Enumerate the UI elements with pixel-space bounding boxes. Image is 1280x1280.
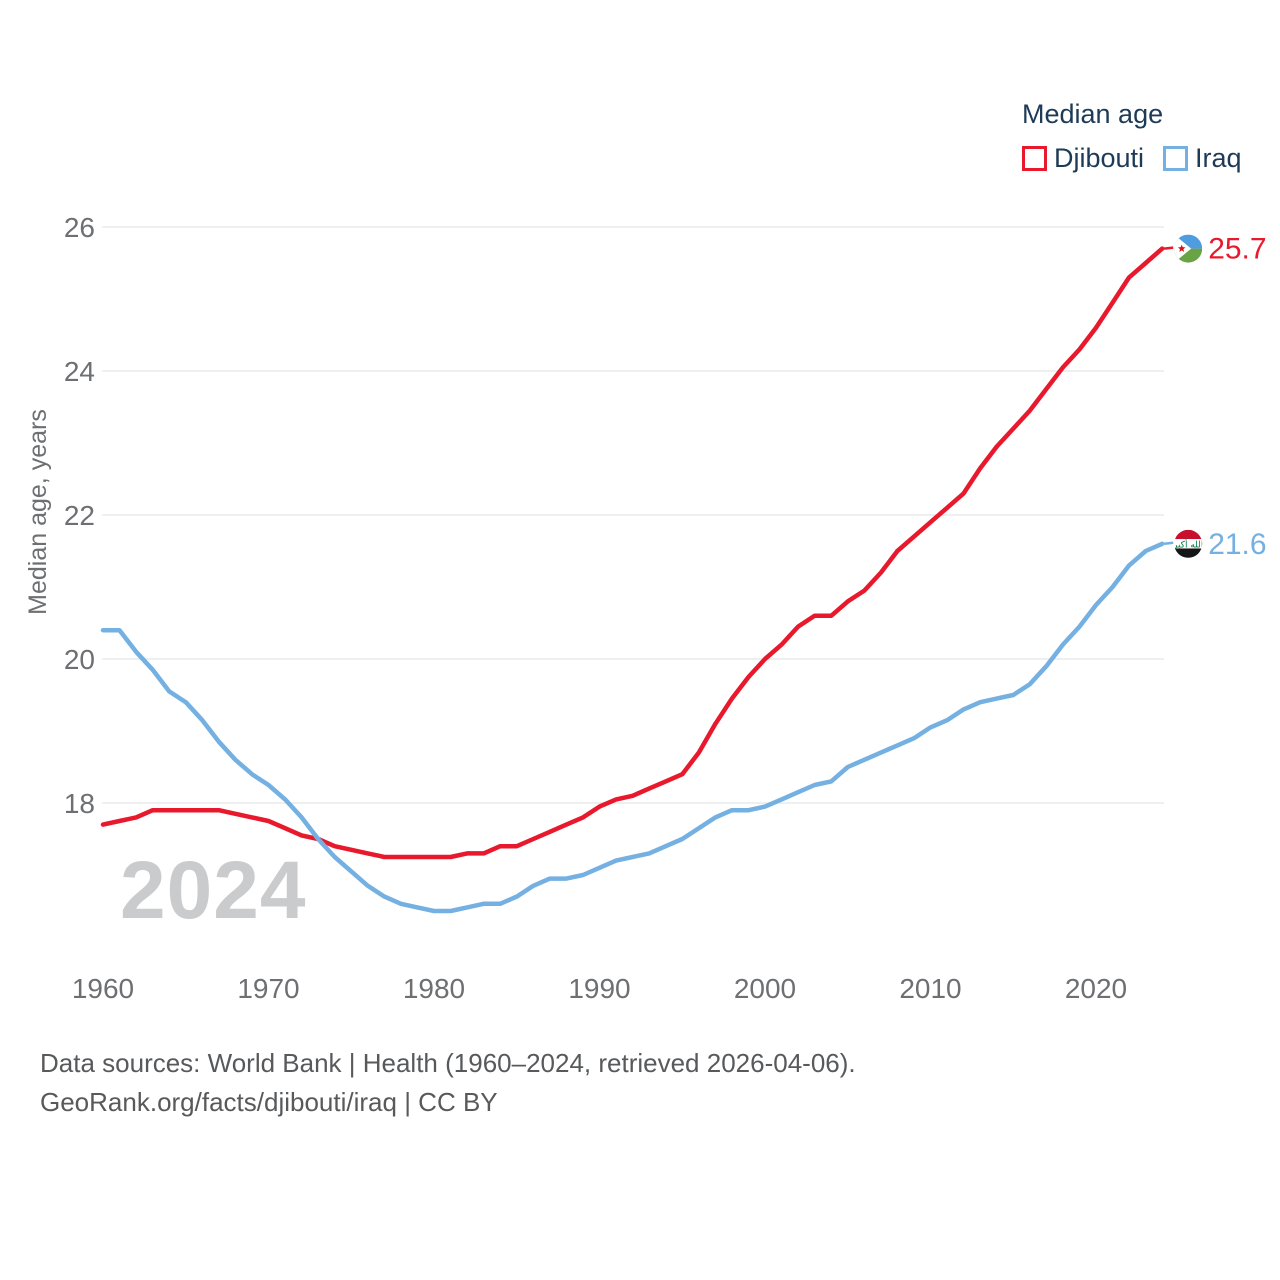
legend-label-djibouti: Djibouti: [1054, 143, 1145, 173]
y-tick-label-26: 26: [64, 212, 95, 243]
iraq-flag-icon: الله أكبر: [1172, 529, 1203, 558]
svg-text:الله أكبر: الله أكبر: [1172, 538, 1203, 550]
iraq-line[interactable]: [100, 541, 1165, 914]
djibouti-flag-icon: [1174, 234, 1203, 263]
y-tick-label-20: 20: [64, 644, 95, 675]
x-tick-label-1990: 1990: [568, 973, 630, 1004]
legend-label-iraq: Iraq: [1195, 143, 1242, 173]
footer: Data sources: World Bank | Health (1960–…: [40, 1044, 856, 1122]
legend-title: Median age: [1022, 99, 1164, 129]
y-tick-label-24: 24: [64, 356, 95, 387]
djibouti-line[interactable]: [100, 246, 1165, 860]
y-tick-label-18: 18: [64, 788, 95, 819]
legend-item-iraq[interactable]: Iraq: [1163, 143, 1242, 174]
y-axis-title: Median age, years: [24, 409, 52, 615]
attribution-line: GeoRank.org/facts/djibouti/iraq | CC BY: [40, 1087, 498, 1117]
x-tick-label-1960: 1960: [72, 973, 134, 1004]
djibouti-swatch-icon: [1022, 146, 1047, 171]
legend-item-djibouti[interactable]: Djibouti: [1022, 143, 1144, 174]
legend: Median age Djibouti Iraq: [1022, 99, 1242, 174]
y-tick-label-22: 22: [64, 500, 95, 531]
legend-row: Djibouti Iraq: [1022, 143, 1242, 174]
median-age-line-chart[interactable]: 18 20 22 24 26 1960 1970 1980 1990 2000 2010 2020 Me…: [0, 0, 1280, 1030]
iraq-end-connector: [1164, 541, 1174, 546]
x-tick-label-2000: 2000: [734, 973, 796, 1004]
x-tick-label-1980: 1980: [403, 973, 465, 1004]
x-tick-label-1970: 1970: [237, 973, 299, 1004]
year-watermark: 2024: [120, 845, 307, 936]
iraq-swatch-icon: [1163, 146, 1189, 171]
iraq-end-value: 21.6: [1208, 528, 1266, 561]
djibouti-end-connector: [1164, 246, 1174, 250]
data-sources-line: Data sources: World Bank | Health (1960–…: [40, 1048, 856, 1078]
djibouti-end-value: 25.7: [1208, 233, 1266, 266]
x-tick-label-2010: 2010: [899, 973, 961, 1004]
x-tick-label-2020: 2020: [1065, 973, 1127, 1004]
